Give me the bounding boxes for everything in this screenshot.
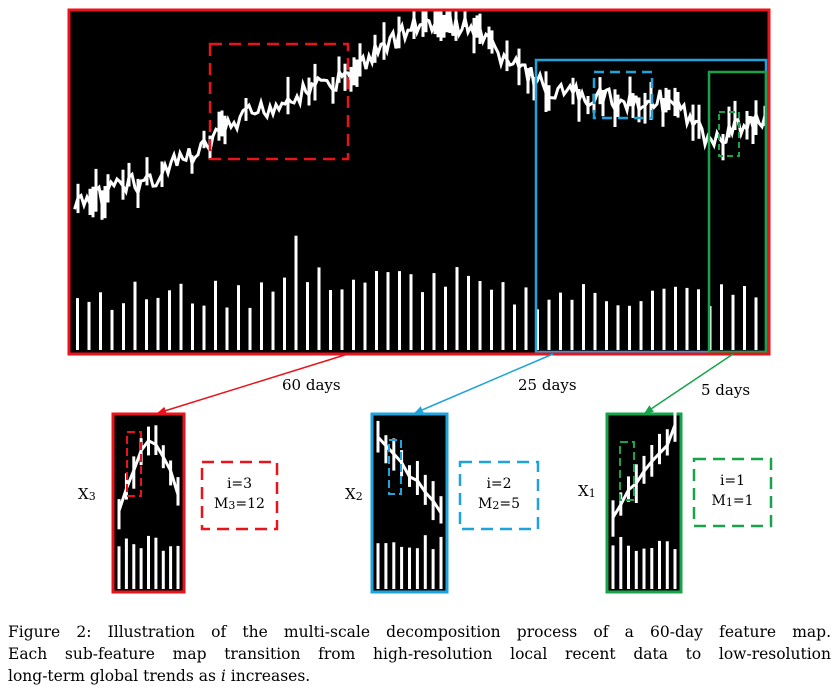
label-5-days: 5 days (701, 381, 751, 399)
param-text-i1: i=1 M1=1 (711, 473, 754, 509)
green-arrow (644, 353, 734, 414)
main-price-ticks (76, 0, 767, 220)
blue-dashed-window (592, 70, 654, 120)
x3-label: X3 (78, 485, 96, 503)
x2-label: X2 (345, 485, 363, 503)
param-text-i2: i=2 M2=5 (478, 476, 520, 512)
caption-line-3: long-term global trends as i increases. (8, 667, 311, 685)
red-window-60-days (67, 8, 771, 356)
green-dashed-window (718, 111, 740, 157)
param-box-i3 (200, 460, 279, 531)
caption-line-1: Figure 2: Illustration of the multi-scal… (8, 623, 831, 641)
red-arrow (157, 353, 349, 415)
caption-line-2: Each sub-feature map transition from hig… (8, 645, 831, 663)
sub-map-x3 (111, 412, 186, 594)
param-text-i3: i=3 M3=12 (214, 476, 265, 512)
param-box-i1 (692, 457, 773, 528)
sub-map-x2 (370, 412, 449, 594)
x1-label: X1 (578, 482, 596, 500)
green-window-5-days (707, 70, 768, 354)
main-volume-bars (76, 235, 758, 350)
red-dashed-window (208, 42, 350, 161)
figure-caption: Figure 2: Illustration of the multi-scal… (8, 621, 831, 687)
sub-map-x1 (605, 412, 683, 594)
label-60-days: 60 days (282, 376, 341, 394)
blue-arrow (414, 353, 554, 414)
label-25-days: 25 days (518, 376, 577, 394)
param-box-i2 (458, 460, 540, 531)
